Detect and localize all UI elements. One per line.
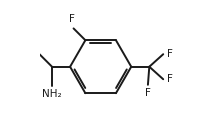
Text: F: F (167, 49, 173, 59)
Text: F: F (68, 14, 74, 24)
Text: F: F (167, 74, 173, 84)
Text: F: F (145, 88, 151, 98)
Text: NH₂: NH₂ (42, 89, 62, 99)
